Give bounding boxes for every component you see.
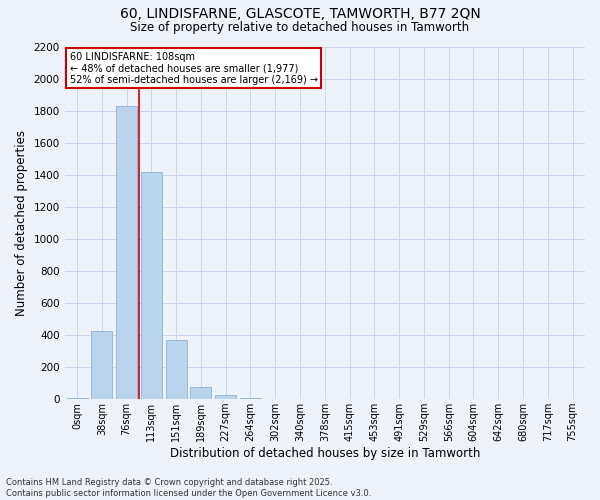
Bar [67, 398, 88, 399]
Text: 60, LINDISFARNE, GLASCOTE, TAMWORTH, B77 2QN: 60, LINDISFARNE, GLASCOTE, TAMWORTH, B77… [119, 8, 481, 22]
Bar [166, 340, 187, 399]
Text: 60 LINDISFARNE: 108sqm
← 48% of detached houses are smaller (1,977)
52% of semi-: 60 LINDISFARNE: 108sqm ← 48% of detached… [70, 52, 318, 85]
Bar [141, 172, 162, 399]
Bar [240, 398, 261, 399]
Text: Contains HM Land Registry data © Crown copyright and database right 2025.
Contai: Contains HM Land Registry data © Crown c… [6, 478, 371, 498]
Text: Size of property relative to detached houses in Tamworth: Size of property relative to detached ho… [130, 21, 470, 34]
Bar [215, 395, 236, 399]
Bar [190, 387, 211, 399]
Bar [91, 331, 112, 399]
Bar [116, 106, 137, 399]
X-axis label: Distribution of detached houses by size in Tamworth: Distribution of detached houses by size … [170, 447, 480, 460]
Y-axis label: Number of detached properties: Number of detached properties [15, 130, 28, 316]
